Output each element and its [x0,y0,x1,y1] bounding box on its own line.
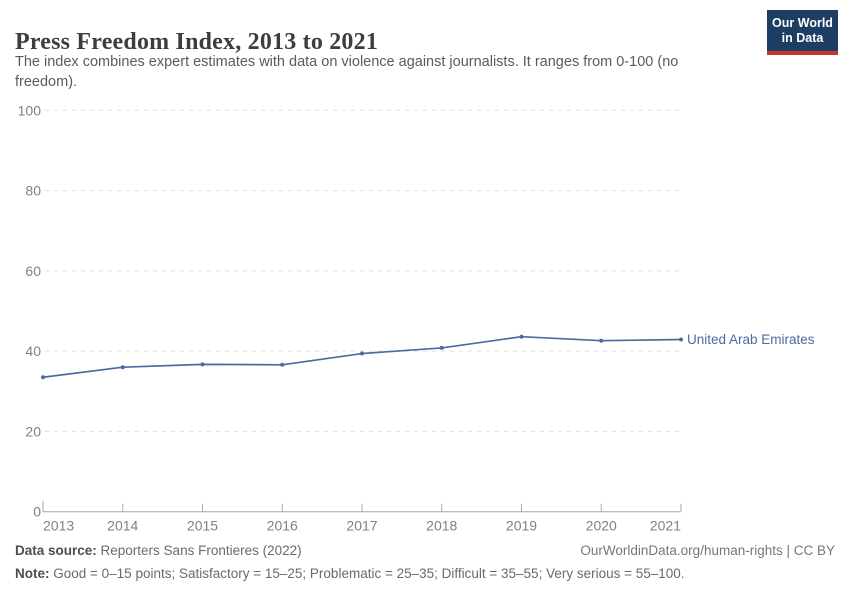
x-tick-label: 2020 [586,518,617,534]
y-tick-label: 40 [25,343,41,359]
x-tick-label: 2013 [43,518,74,534]
series-label: United Arab Emirates [687,332,815,347]
data-point [679,337,683,342]
x-tick-label: 2017 [346,518,377,534]
data-point [280,362,285,367]
y-tick-label: 60 [25,263,41,279]
x-tick-label: 2021 [650,518,681,534]
y-tick-label: 20 [25,423,41,439]
data-point [439,345,444,350]
owid-logo[interactable]: Our World in Data [767,10,838,55]
note-value: Good = 0–15 points; Satisfactory = 15–25… [49,566,685,581]
data-point [599,338,604,343]
y-tick-label: 100 [18,102,42,118]
datasource-value: Reporters Sans Frontieres (2022) [96,543,302,558]
data-point [120,365,125,370]
data-line [42,335,682,379]
footer-datasource-row: OurWorldinData.org/human-rights | CC BY … [15,543,835,558]
x-tick-label: 2014 [107,518,138,534]
page-title: Press Freedom Index, 2013 to 2021 [15,29,379,56]
data-point [360,351,364,356]
datasource-label: Data source: [15,543,97,558]
x-tick-label: 2018 [426,518,457,534]
data-point [200,362,205,367]
chart-subtitle: The index combines expert estimates with… [15,54,679,90]
note-label: Note: [15,566,50,581]
x-tick-label: 2016 [267,518,298,534]
x-tick-label: 2019 [506,518,537,534]
owid-logo-line1: Our World [772,16,833,30]
y-tick-label: 80 [25,183,41,199]
owid-logo-line2: in Data [781,30,824,45]
data-point [519,334,524,339]
citation-link[interactable]: OurWorldinData.org/human-rights | CC BY [580,543,835,558]
data-point [41,375,45,380]
y-tick-label: 0 [33,504,41,520]
footer-note-row: Note: Good = 0–15 points; Satisfactory =… [15,566,835,581]
x-tick-label: 2015 [187,518,218,534]
